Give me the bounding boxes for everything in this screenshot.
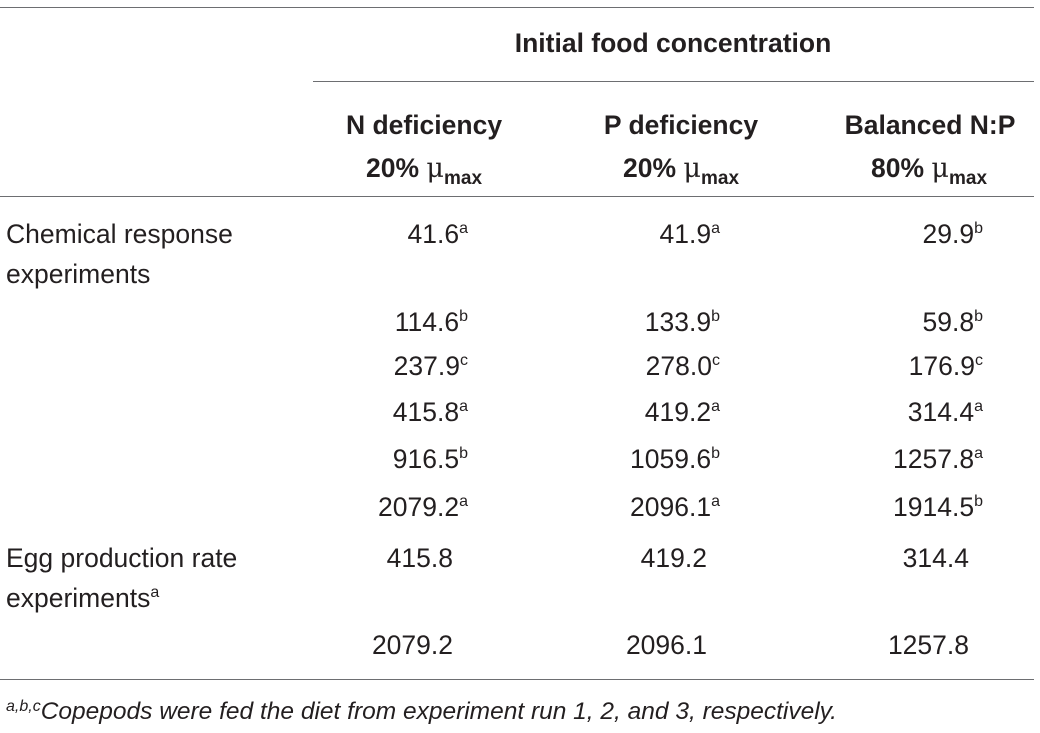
cell-superscript: b <box>459 445 468 462</box>
cell-value: 2096.1 <box>630 492 712 522</box>
table-cell: 1257.8a <box>893 446 983 473</box>
col-header-n-line2: 20% μmax <box>365 153 482 188</box>
table-cell: 419.2a <box>645 399 720 426</box>
table-top-rule <box>0 7 1034 8</box>
footnote: a,b,cCopepods were fed the diet from exp… <box>6 698 837 725</box>
row-label-egg-line2: experimentsa <box>6 585 159 612</box>
cell-superscript: b <box>974 220 983 237</box>
cell-superscript: c <box>975 352 983 369</box>
cell-value: 314.4 <box>907 397 975 427</box>
cell-value: 237.9 <box>393 351 460 381</box>
table-cell: 2079.2 <box>372 632 453 659</box>
col-header-n-mu: μ <box>426 153 444 184</box>
row-label-chemical-line2: experiments <box>6 259 151 289</box>
col-header-bal-line2: 80% μmax <box>870 153 987 188</box>
table-cell: 237.9c <box>394 353 468 380</box>
cell-value: 314.4 <box>902 543 969 573</box>
header-bottom-rule <box>0 196 1034 197</box>
cell-value: 415.8 <box>386 543 453 573</box>
cell-value: 2079.2 <box>371 630 453 660</box>
row-label-egg-sup: a <box>150 584 160 601</box>
col-header-p-sub: max <box>700 168 740 189</box>
table-cell: 1059.6b <box>630 446 720 473</box>
row-label-chemical-line1: Chemical response <box>6 219 233 249</box>
row-label-egg-line1: Egg production rate <box>6 543 238 573</box>
group-title: Initial food concentration <box>514 28 832 58</box>
cell-superscript: c <box>712 352 720 369</box>
table-cell: 2096.1a <box>630 494 720 521</box>
cell-superscript: a <box>711 493 720 510</box>
table-cell: 2079.2a <box>378 494 468 521</box>
cell-superscript: a <box>974 445 983 462</box>
cell-superscript: b <box>711 308 720 325</box>
cell-superscript: a <box>711 398 720 415</box>
cell-value: 2096.1 <box>625 630 707 660</box>
cell-value: 1059.6 <box>630 444 712 474</box>
col-header-p-pct: 20% <box>622 153 677 183</box>
col-header-p-line1: P deficiency <box>603 110 759 140</box>
cell-superscript: a <box>711 220 720 237</box>
table-bottom-rule <box>0 679 1034 680</box>
table-cell: 114.6b <box>395 309 468 336</box>
table-cell: 314.4 <box>903 545 969 572</box>
cell-value: 133.9 <box>644 307 712 337</box>
table-cell: 916.5b <box>393 446 468 473</box>
cell-superscript: c <box>460 352 468 369</box>
table-cell: 59.8b <box>923 309 983 336</box>
cell-value: 1257.8 <box>887 630 969 660</box>
cell-value: 114.6 <box>394 307 460 337</box>
group-header-rule <box>313 81 1034 82</box>
col-header-n-sub: max <box>443 168 483 189</box>
col-header-n-line1: N deficiency <box>345 110 503 140</box>
col-header-bal-pct: 80% <box>870 153 925 183</box>
cell-value: 41.6 <box>407 219 460 249</box>
cell-value: 419.2 <box>640 543 707 573</box>
footnote-text: Copepods were fed the diet from experime… <box>40 698 837 725</box>
table-cell: 415.8 <box>387 545 453 572</box>
col-header-n-pct: 20% <box>365 153 420 183</box>
cell-superscript: a <box>459 493 468 510</box>
cell-value: 415.8 <box>392 397 460 427</box>
table-cell: 41.6a <box>408 221 468 248</box>
cell-superscript: b <box>974 308 983 325</box>
cell-value: 2079.2 <box>378 492 460 522</box>
table-cell: 278.0c <box>646 353 720 380</box>
cell-value: 29.9 <box>922 219 975 249</box>
col-header-bal-line1: Balanced N:P <box>844 110 1016 140</box>
table-cell: 133.9b <box>645 309 720 336</box>
cell-value: 419.2 <box>644 397 712 427</box>
cell-value: 176.9 <box>908 351 975 381</box>
table-cell: 415.8a <box>393 399 468 426</box>
table-cell: 419.2 <box>641 545 707 572</box>
cell-superscript: a <box>974 398 983 415</box>
table-cell: 1914.5b <box>893 494 983 521</box>
cell-value: 41.9 <box>659 219 712 249</box>
table-cell: 176.9c <box>909 353 983 380</box>
cell-value: 1257.8 <box>893 444 975 474</box>
table-cell: 314.4a <box>908 399 983 426</box>
cell-superscript: b <box>711 445 720 462</box>
cell-value: 1914.5 <box>893 492 975 522</box>
cell-superscript: b <box>974 493 983 510</box>
row-label-egg-text: experiments <box>6 583 151 613</box>
table-cell: 29.9b <box>923 221 983 248</box>
col-header-bal-sub: max <box>948 168 988 189</box>
cell-superscript: b <box>459 308 468 325</box>
table-cell: 1257.8 <box>888 632 969 659</box>
col-header-p-mu: μ <box>683 153 701 184</box>
col-header-bal-mu: μ <box>931 153 949 184</box>
cell-superscript: a <box>459 398 468 415</box>
cell-value: 916.5 <box>392 444 460 474</box>
cell-value: 59.8 <box>922 307 975 337</box>
cell-value: 278.0 <box>645 351 712 381</box>
footnote-sup: a,b,c <box>6 698 41 715</box>
table-cell: 2096.1 <box>626 632 707 659</box>
cell-superscript: a <box>459 220 468 237</box>
table-cell: 41.9a <box>660 221 720 248</box>
col-header-p-line2: 20% μmax <box>622 153 739 188</box>
